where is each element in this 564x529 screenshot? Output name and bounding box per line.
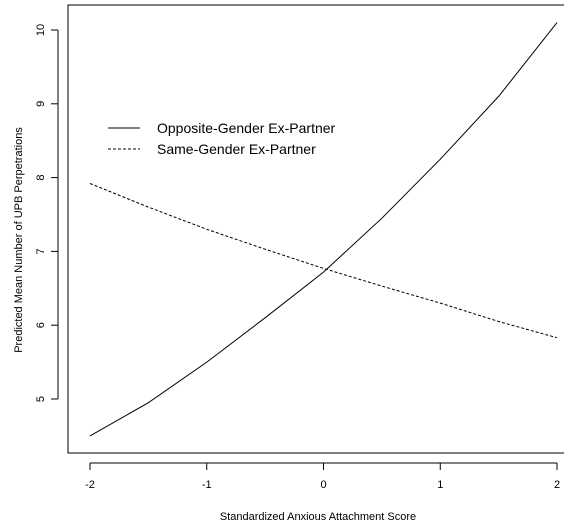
legend-label-same: Same-Gender Ex-Partner — [157, 141, 316, 157]
plot-frame — [67, 4, 564, 454]
series-line-1 — [89, 183, 558, 339]
x-tick-label: 0 — [320, 479, 326, 491]
x-tick-label: 2 — [554, 479, 560, 491]
series-layer — [89, 22, 558, 437]
x-axis-label: Standardized Anxious Attachment Score — [220, 511, 416, 523]
y-tick-label: 7 — [35, 248, 47, 254]
y-tick-label: 8 — [35, 175, 47, 181]
y-axis: 5 6 7 8 9 10 — [35, 24, 59, 402]
y-tick-label: 10 — [35, 24, 47, 36]
y-tick-label: 9 — [35, 101, 47, 107]
legend: Opposite-Gender Ex-Partner Same-Gender E… — [108, 120, 336, 157]
y-axis-label: Predicted Mean Number of UPB Perpetratio… — [13, 127, 25, 353]
y-tick-label: 5 — [35, 396, 47, 402]
x-tick-label: -1 — [202, 479, 212, 491]
legend-label-opposite: Opposite-Gender Ex-Partner — [157, 120, 336, 136]
y-tick-label: 6 — [35, 322, 47, 328]
series-line-0 — [89, 22, 558, 437]
x-tick-label: 1 — [437, 479, 443, 491]
x-axis: -2 -1 0 1 2 — [85, 462, 560, 491]
x-tick-label: -2 — [85, 479, 95, 491]
